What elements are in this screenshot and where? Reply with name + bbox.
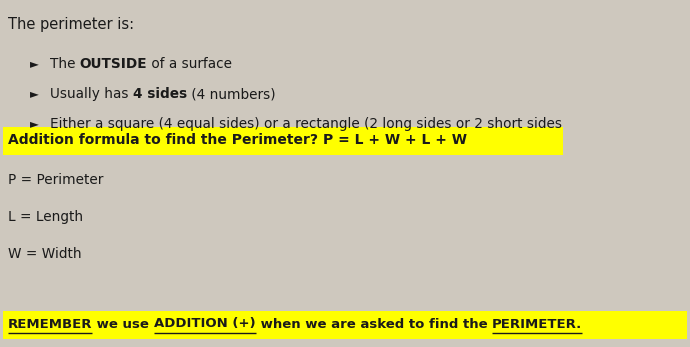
Text: P = L + W + L + W: P = L + W + L + W xyxy=(323,133,467,147)
Text: The: The xyxy=(50,57,80,71)
Text: REMEMBER: REMEMBER xyxy=(8,318,92,330)
Text: ►: ► xyxy=(30,87,39,100)
Text: (4 numbers): (4 numbers) xyxy=(187,87,275,101)
Text: PERIMETER.: PERIMETER. xyxy=(492,318,582,330)
Text: W = Width: W = Width xyxy=(8,247,81,261)
Text: 4 sides: 4 sides xyxy=(133,87,187,101)
Text: ►: ► xyxy=(30,57,39,70)
Bar xyxy=(3,311,687,339)
Text: when we are asked to find the: when we are asked to find the xyxy=(255,318,492,330)
Bar xyxy=(3,127,563,155)
Text: we use: we use xyxy=(92,318,154,330)
Text: of a surface: of a surface xyxy=(148,57,233,71)
Text: Either a square (4 equal sides) or a rectangle (2 long sides or 2 short sides: Either a square (4 equal sides) or a rec… xyxy=(50,117,562,131)
Text: Usually has: Usually has xyxy=(50,87,133,101)
Text: Addition formula to find the Perimeter?: Addition formula to find the Perimeter? xyxy=(8,133,323,147)
Text: OUTSIDE: OUTSIDE xyxy=(80,57,148,71)
Text: P = Perimeter: P = Perimeter xyxy=(8,173,103,187)
Text: ADDITION (+): ADDITION (+) xyxy=(154,318,255,330)
Text: ►: ► xyxy=(30,117,39,130)
Text: The perimeter is:: The perimeter is: xyxy=(8,17,134,32)
Text: L = Length: L = Length xyxy=(8,210,83,224)
